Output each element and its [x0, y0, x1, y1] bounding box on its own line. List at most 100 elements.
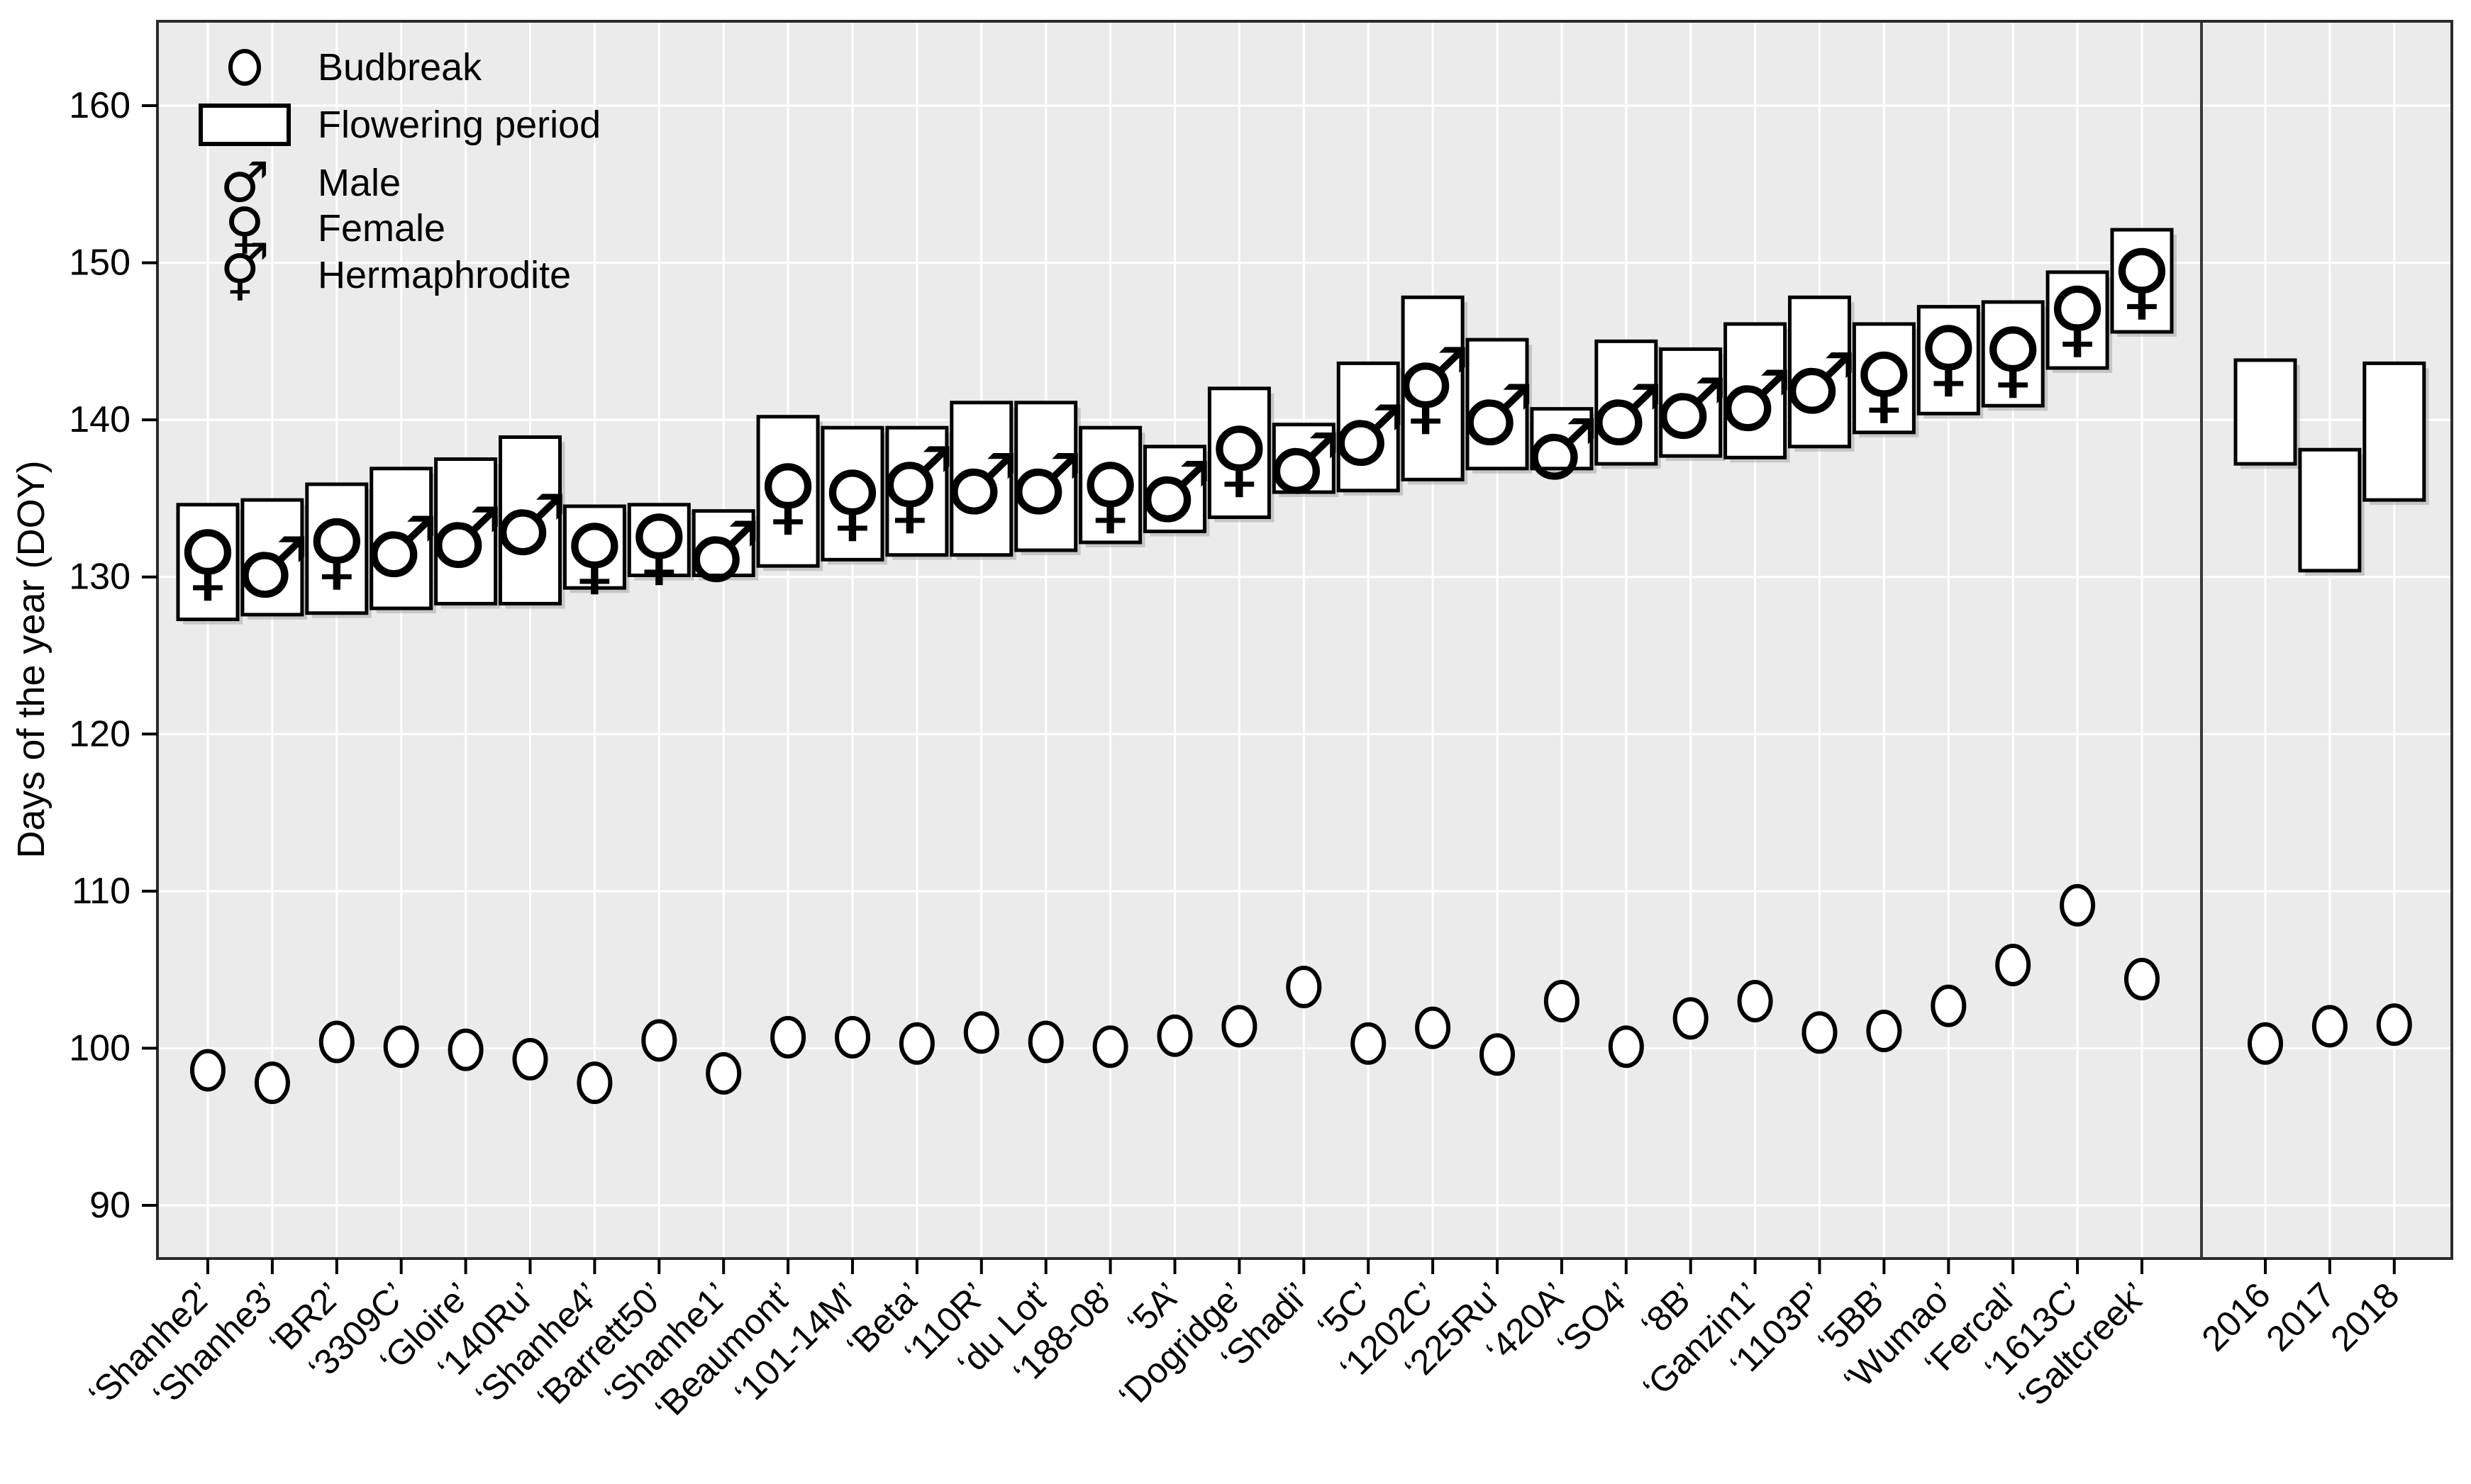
female-symbol: ♀ [2047, 269, 2108, 367]
budbreak-point [1028, 1020, 1064, 1064]
y-tick-label: 130 [69, 557, 131, 598]
budbreak-point [2248, 1022, 2283, 1065]
x-tick-label: 2017 [2258, 1275, 2342, 1359]
budbreak-point [512, 1037, 548, 1081]
male-symbol: ♂ [235, 518, 310, 616]
budbreak-point [2376, 1003, 2412, 1047]
x-tick-label: ‘SO4’ [1550, 1275, 1639, 1364]
male-symbol: ♂ [1718, 352, 1793, 450]
male-symbol: ♂ [944, 435, 1019, 533]
budbreak-point [1092, 1025, 1128, 1069]
budbreak-legend-icon [228, 49, 261, 86]
flowering-box [434, 457, 498, 606]
budbreak-point [383, 1025, 419, 1069]
male-symbol: ♂ [1524, 401, 1599, 498]
flowering-box [950, 401, 1014, 557]
flowering-box [1723, 322, 1787, 459]
legend-item-flowering: Flowering period [199, 104, 601, 146]
female-legend-icon: ♀ [224, 196, 265, 260]
flowering-box [1659, 347, 1723, 458]
budbreak-point [835, 1015, 870, 1059]
budbreak-point [2124, 957, 2160, 1000]
legend-item-hermaphrodite: ⚥ Hermaphrodite [220, 242, 571, 307]
flowering-box [240, 498, 304, 617]
male-symbol: ♂ [364, 498, 439, 596]
male-symbol: ♂ [1589, 366, 1664, 464]
female-symbol: ♀ [1982, 310, 2043, 408]
budbreak-point [577, 1061, 613, 1105]
female-symbol: ♀ [822, 452, 883, 550]
budbreak-point [963, 1011, 999, 1054]
flowering-box [885, 425, 949, 557]
flowering-box [2298, 447, 2362, 573]
female-symbol: ♀ [1918, 308, 1979, 406]
flowering-box [499, 435, 562, 606]
flowering-box [1401, 295, 1465, 481]
legend-label-female: Female [318, 207, 445, 250]
flowering-box [1079, 425, 1143, 545]
legend-item-female: ♀ Female [224, 196, 445, 260]
x-tick-label: 2016 [2194, 1275, 2278, 1359]
flowering-box [1336, 361, 1400, 493]
budbreak-point [1931, 984, 1967, 1027]
female-symbol: ♀ [306, 501, 367, 599]
y-tick-label: 90 [89, 1185, 131, 1226]
flowering-box [756, 415, 820, 568]
budbreak-point [1157, 1014, 1193, 1057]
budbreak-point [318, 1020, 355, 1064]
budbreak-point [1286, 966, 1322, 1009]
male-symbol: ♂ [1460, 366, 1535, 464]
flowering-box [1272, 423, 1336, 494]
y-tick-label: 120 [69, 713, 131, 754]
male-symbol: ♂ [1138, 443, 1213, 541]
male-symbol: ♂ [493, 476, 568, 574]
y-tick-label: 160 [69, 85, 131, 126]
flowering-box [627, 503, 691, 577]
flowering-box [1594, 339, 1658, 466]
budbreak-point [448, 1028, 484, 1071]
budbreak-point [899, 1022, 935, 1065]
y-tick-label: 140 [69, 399, 131, 440]
male-symbol: ♂ [1653, 360, 1728, 458]
budbreak-point [641, 1019, 677, 1062]
budbreak-point [1608, 1025, 1644, 1069]
budbreak-point [1350, 1022, 1387, 1065]
flowering-box [1981, 300, 2045, 408]
y-tick-label: 150 [69, 242, 131, 284]
budbreak-point [1221, 1005, 1257, 1048]
flowering-box [1014, 401, 1078, 552]
hermaphrodite-legend-icon: ⚥ [220, 242, 270, 307]
flowering-box [176, 503, 240, 622]
female-symbol: ♀ [628, 496, 689, 594]
budbreak-point [1995, 943, 2031, 986]
flowering-box [2110, 228, 2174, 334]
flowering-box [1465, 337, 1529, 471]
budbreak-point [1479, 1033, 1515, 1076]
budbreak-point [706, 1051, 742, 1095]
male-legend-icon: ♂ [220, 151, 270, 215]
hermaphrodite-symbol: ⚥ [1395, 346, 1471, 444]
legend-label-hermaphrodite: Hermaphrodite [318, 254, 571, 296]
flowering-box [1852, 322, 1916, 435]
male-symbol: ♂ [1782, 335, 1858, 433]
female-symbol: ♀ [2111, 231, 2172, 329]
budbreak-point [1866, 1010, 1902, 1053]
budbreak-point [1737, 979, 1773, 1022]
flowering-box [2362, 361, 2426, 502]
budbreak-point [1543, 979, 1579, 1022]
legend-label-male: Male [318, 162, 401, 204]
flowering-box [692, 509, 755, 577]
budbreak-point [2311, 1005, 2348, 1048]
flowering-legend-icon [199, 104, 291, 146]
female-symbol: ♀ [564, 506, 625, 604]
budbreak-point [254, 1061, 290, 1105]
flowering-box [1207, 386, 1271, 520]
flowering-box [821, 425, 884, 562]
flowering-box [370, 467, 433, 610]
legend-item-budbreak: Budbreak [228, 46, 482, 89]
female-symbol: ♀ [177, 513, 238, 610]
flowering-box [1530, 407, 1594, 471]
y-axis-title: Days of the year (DOY) [10, 460, 52, 858]
female-symbol: ♀ [1079, 445, 1140, 542]
